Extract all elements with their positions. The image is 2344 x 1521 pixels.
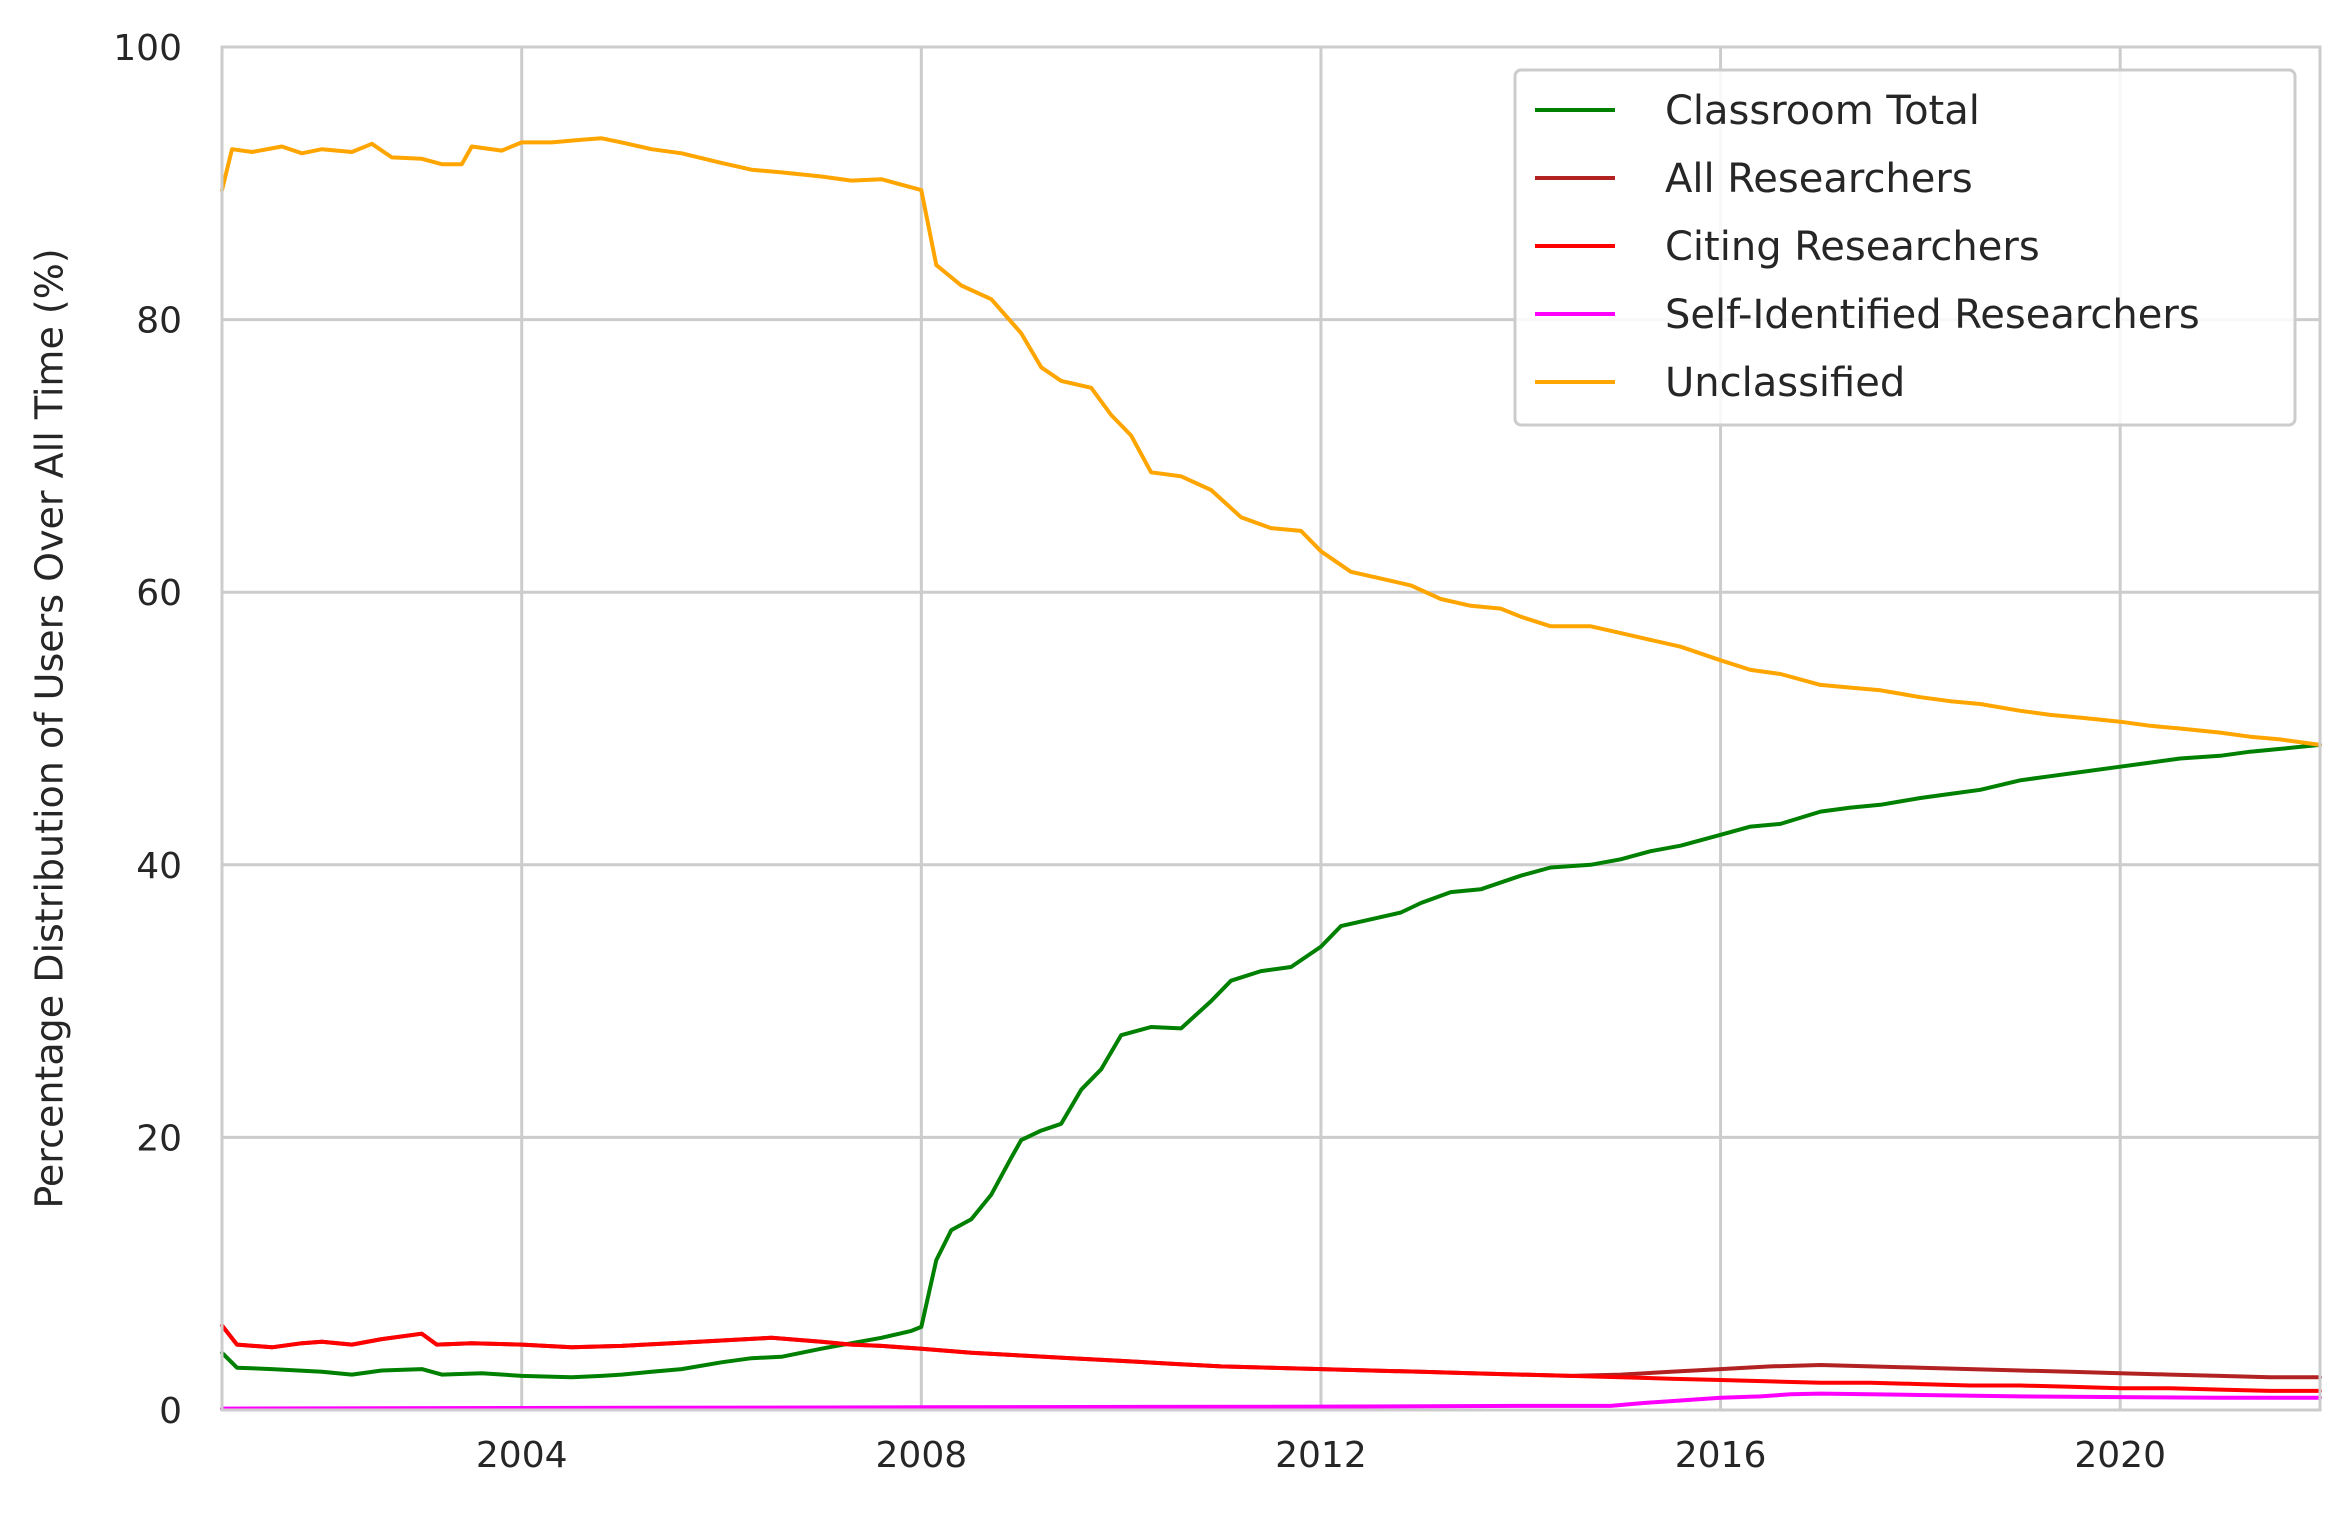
x-tick-label: 2004 xyxy=(476,1435,568,1476)
series-line-self-identified-researchers xyxy=(220,1391,2322,1411)
y-tick-label: 60 xyxy=(136,573,182,614)
series-line-citing-researchers xyxy=(220,1323,2322,1393)
legend-label: Self-Identified Researchers xyxy=(1665,292,2200,338)
legend-label: All Researchers xyxy=(1665,156,1973,202)
legend-box xyxy=(1513,68,2297,427)
y-tick-label: 40 xyxy=(136,846,182,887)
plot-frame xyxy=(220,45,2322,1412)
y-tick-label: 20 xyxy=(136,1118,182,1159)
y-tick-label: 0 xyxy=(159,1391,182,1432)
legend-label: Citing Researchers xyxy=(1665,224,2040,270)
legend: Classroom Total All Researchers Citing Res… xyxy=(1513,68,2297,427)
y-tick-label: 80 xyxy=(136,301,182,342)
series-lines xyxy=(220,136,2322,1411)
series-line-classroom-total xyxy=(220,742,2322,1380)
x-tick-label: 2016 xyxy=(1675,1435,1767,1476)
legend-label: Unclassified xyxy=(1665,360,1905,406)
axis-tick-labels: 2004 2008 2012 2016 2020 0 20 40 60 80 100 xyxy=(113,28,2166,1476)
y-axis-label: Percentage Distribution of Users Over Al… xyxy=(28,248,72,1208)
legend-label: Classroom Total xyxy=(1665,88,1980,134)
x-tick-label: 2020 xyxy=(2074,1435,2166,1476)
series-line-unclassified xyxy=(220,136,2322,747)
x-tick-label: 2008 xyxy=(876,1435,968,1476)
x-tick-label: 2012 xyxy=(1275,1435,1367,1476)
y-tick-label: 100 xyxy=(113,28,182,69)
